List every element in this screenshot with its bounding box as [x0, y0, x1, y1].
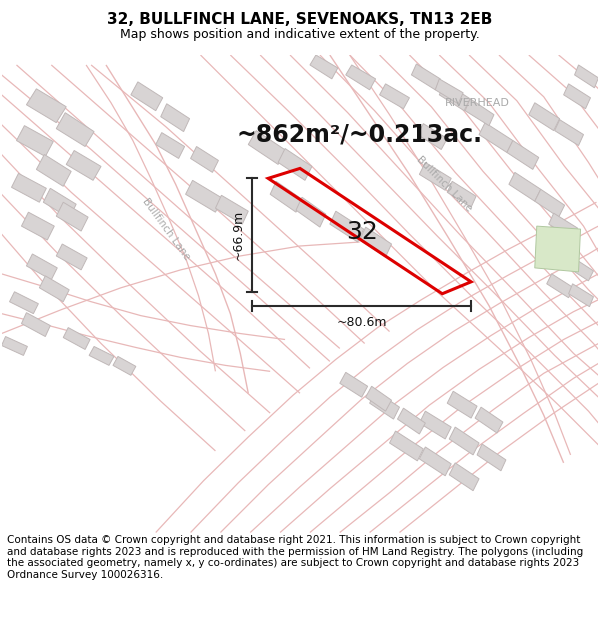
Polygon shape [22, 312, 50, 336]
Polygon shape [475, 407, 503, 433]
Polygon shape [529, 102, 560, 131]
Polygon shape [397, 408, 425, 434]
Polygon shape [419, 447, 451, 476]
Text: ~66.9m: ~66.9m [231, 210, 244, 260]
Polygon shape [569, 284, 593, 307]
Polygon shape [37, 154, 71, 186]
Polygon shape [270, 181, 302, 212]
Polygon shape [191, 146, 218, 172]
Polygon shape [10, 292, 38, 314]
Polygon shape [535, 189, 565, 217]
Text: ~80.6m: ~80.6m [337, 316, 387, 329]
Text: Bullfinch Lane: Bullfinch Lane [415, 154, 474, 214]
Polygon shape [435, 79, 463, 104]
Polygon shape [569, 258, 593, 281]
Polygon shape [412, 64, 440, 90]
Text: Bullfinch Lane: Bullfinch Lane [140, 196, 191, 262]
Polygon shape [156, 132, 185, 159]
Polygon shape [370, 391, 400, 419]
Polygon shape [40, 276, 69, 302]
Polygon shape [2, 336, 28, 356]
Polygon shape [56, 112, 94, 146]
Polygon shape [26, 254, 57, 280]
Polygon shape [26, 89, 66, 122]
Polygon shape [330, 211, 364, 242]
Polygon shape [575, 65, 598, 88]
Polygon shape [63, 328, 90, 349]
Polygon shape [547, 274, 574, 298]
Polygon shape [16, 126, 53, 156]
Polygon shape [66, 151, 101, 181]
Text: Map shows position and indicative extent of the property.: Map shows position and indicative extent… [120, 28, 480, 41]
Polygon shape [340, 372, 368, 398]
Polygon shape [449, 427, 479, 455]
Polygon shape [479, 122, 513, 152]
Polygon shape [477, 444, 506, 471]
Polygon shape [419, 162, 451, 190]
Polygon shape [418, 124, 447, 149]
Polygon shape [447, 391, 477, 418]
Polygon shape [22, 212, 54, 240]
Polygon shape [113, 356, 136, 376]
Text: ~862m²/~0.213ac.: ~862m²/~0.213ac. [236, 122, 482, 147]
Text: Contains OS data © Crown copyright and database right 2021. This information is : Contains OS data © Crown copyright and d… [7, 535, 583, 580]
Polygon shape [548, 213, 578, 239]
Polygon shape [447, 181, 476, 208]
Polygon shape [43, 188, 76, 218]
Polygon shape [310, 55, 338, 79]
Text: RIVERHEAD: RIVERHEAD [445, 98, 509, 107]
Polygon shape [507, 141, 539, 169]
Polygon shape [215, 195, 248, 224]
Polygon shape [56, 244, 87, 270]
Polygon shape [365, 386, 392, 411]
Polygon shape [161, 104, 190, 132]
Polygon shape [449, 463, 479, 491]
Polygon shape [380, 84, 409, 109]
Polygon shape [389, 431, 424, 461]
Text: 32, BULLFINCH LANE, SEVENOAKS, TN13 2EB: 32, BULLFINCH LANE, SEVENOAKS, TN13 2EB [107, 12, 493, 27]
Polygon shape [359, 227, 392, 257]
Polygon shape [11, 173, 46, 203]
Polygon shape [89, 346, 114, 366]
Polygon shape [439, 83, 470, 111]
Polygon shape [278, 149, 312, 181]
Polygon shape [185, 181, 223, 212]
Polygon shape [131, 82, 163, 111]
Polygon shape [509, 173, 541, 201]
Polygon shape [554, 119, 584, 146]
Polygon shape [535, 226, 581, 272]
Text: 32: 32 [346, 220, 377, 244]
Polygon shape [346, 65, 376, 90]
Polygon shape [465, 99, 494, 126]
Polygon shape [56, 202, 88, 231]
Polygon shape [296, 198, 326, 227]
Polygon shape [563, 84, 590, 109]
Polygon shape [419, 411, 451, 439]
Polygon shape [248, 131, 286, 164]
Polygon shape [547, 243, 574, 268]
